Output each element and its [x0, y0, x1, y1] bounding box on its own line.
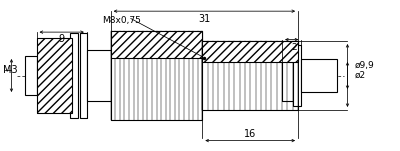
- Text: ø2: ø2: [355, 71, 366, 80]
- Bar: [25, 56, 36, 95]
- Text: M3: M3: [3, 65, 17, 75]
- Text: 2: 2: [291, 43, 296, 52]
- Text: 16: 16: [244, 129, 256, 139]
- Text: 31: 31: [198, 14, 210, 24]
- Text: M8x0,75: M8x0,75: [102, 16, 141, 25]
- Bar: [202, 41, 298, 62]
- Bar: [111, 31, 202, 58]
- Bar: [70, 33, 78, 118]
- Text: 9: 9: [59, 34, 65, 44]
- Text: ø9,9: ø9,9: [355, 61, 374, 69]
- Bar: [301, 59, 337, 92]
- Bar: [111, 31, 202, 120]
- Bar: [293, 45, 301, 106]
- Bar: [87, 50, 111, 101]
- Bar: [36, 38, 72, 113]
- Bar: [80, 33, 87, 118]
- Bar: [282, 50, 293, 101]
- Bar: [202, 41, 298, 110]
